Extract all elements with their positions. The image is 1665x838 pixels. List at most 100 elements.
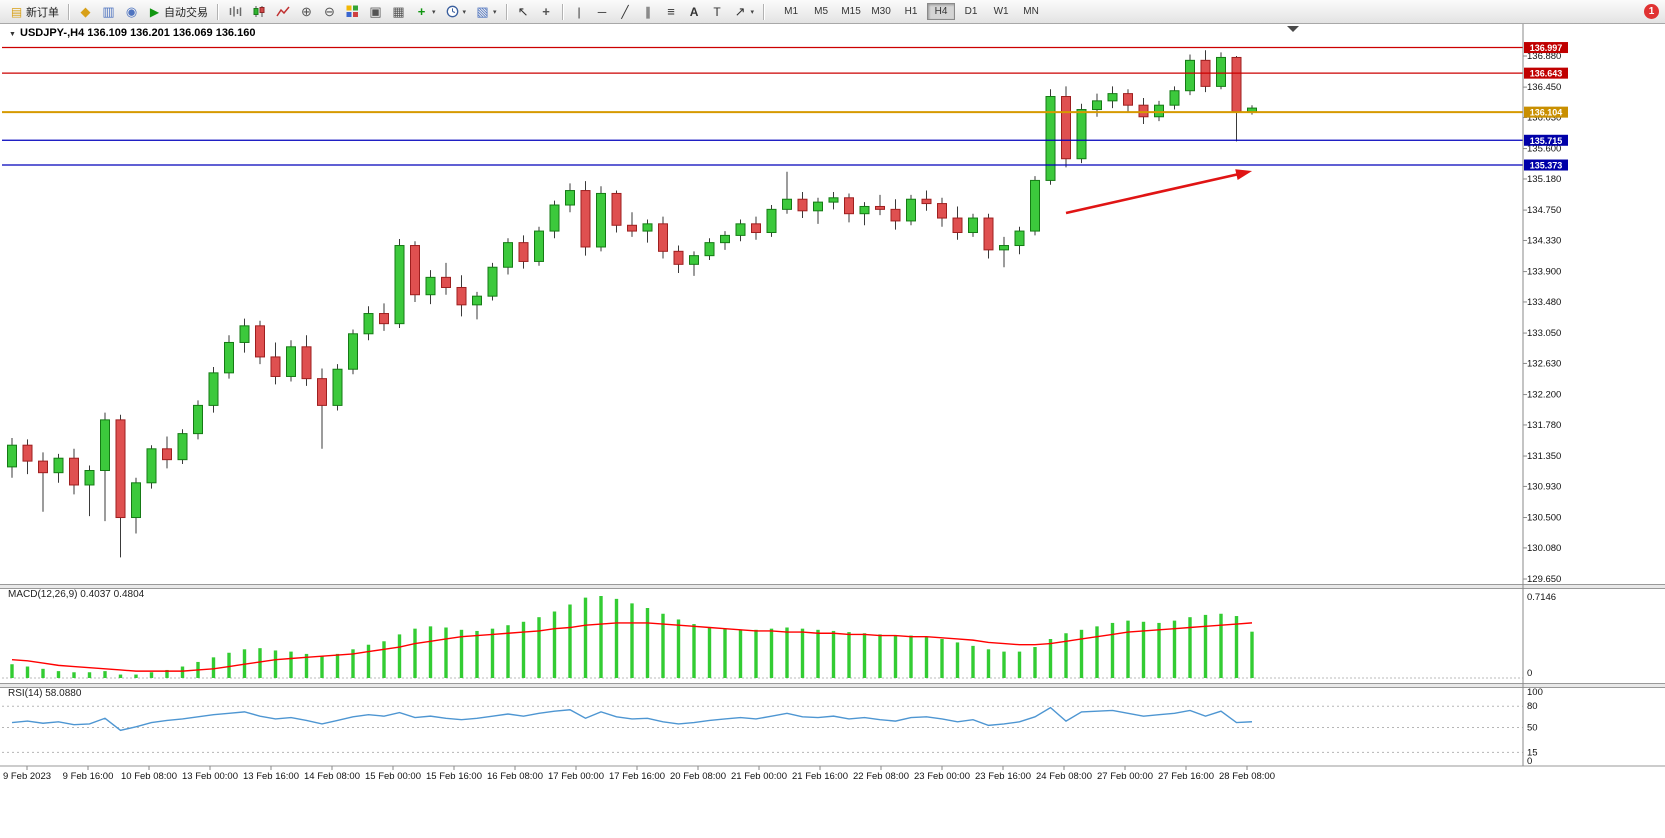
svg-text:136.643: 136.643 <box>1530 69 1563 79</box>
timeframe-m5[interactable]: M5 <box>814 6 829 17</box>
timeframe-d1[interactable]: D1 <box>964 6 978 17</box>
svg-text:100: 100 <box>1527 687 1543 698</box>
chart-menu-icon[interactable]: ▼ <box>9 31 16 38</box>
navigator-button[interactable]: ◉ <box>121 1 142 23</box>
indicators-icon: + <box>417 4 426 19</box>
label-button[interactable]: T <box>707 1 728 23</box>
new-order-button[interactable]: ▤ 新订单 <box>6 1 63 23</box>
candles-layer <box>7 50 1257 558</box>
label-icon: T <box>713 4 721 19</box>
arrange-windows-icon: ▣ <box>369 4 382 19</box>
toolbar-separator <box>505 3 508 20</box>
timeframe-m30[interactable]: M30 <box>871 6 891 17</box>
zoom-out-button[interactable]: ⊖ <box>319 1 340 23</box>
bar-chart-icon <box>229 6 242 17</box>
new-order-label: 新订单 <box>26 6 59 19</box>
svg-text:50: 50 <box>1527 723 1538 734</box>
svg-text:17 Feb 00:00: 17 Feb 00:00 <box>548 771 604 782</box>
chart-shift-marker-icon[interactable] <box>1287 26 1299 32</box>
zoom-in-button[interactable]: ⊕ <box>296 1 317 23</box>
price-axis[interactable]: 136.880 136.450 136.030 135.600 135.180 134.7… <box>1522 24 1561 766</box>
autotrading-button[interactable]: ▶ 自动交易 <box>144 1 212 23</box>
svg-text:135.600: 135.600 <box>1527 144 1561 155</box>
svg-text:133.900: 133.900 <box>1527 267 1561 278</box>
timeframe-w1[interactable]: W1 <box>993 6 1009 17</box>
vertical-line-button[interactable]: | <box>569 1 590 23</box>
market-watch-button[interactable]: ◆ <box>75 1 96 23</box>
chevron-down-icon: ▾ <box>432 8 436 16</box>
svg-text:15 Feb 16:00: 15 Feb 16:00 <box>426 771 482 782</box>
panel-separators[interactable] <box>0 584 1665 767</box>
svg-text:17 Feb 16:00: 17 Feb 16:00 <box>609 771 665 782</box>
svg-text:131.350: 131.350 <box>1527 451 1561 462</box>
svg-text:135.180: 135.180 <box>1527 174 1561 185</box>
arrows-icon: ↗ <box>734 4 746 19</box>
timeframe-m1[interactable]: M1 <box>784 6 799 17</box>
channel-button[interactable]: ∥ <box>638 1 659 23</box>
text-button[interactable]: A <box>684 1 705 23</box>
svg-text:135.715: 135.715 <box>1530 136 1563 146</box>
svg-text:27 Feb 16:00: 27 Feb 16:00 <box>1158 771 1214 782</box>
timeframe-mn[interactable]: MN <box>1023 6 1039 17</box>
chevron-down-icon: ▾ <box>750 8 755 16</box>
tile-windows-button[interactable] <box>342 1 363 23</box>
trendline-button[interactable]: ╱ <box>615 1 636 23</box>
periods-button[interactable]: ▾ <box>442 1 471 23</box>
hline-objects[interactable] <box>2 46 1523 166</box>
crosshair-icon: + <box>542 4 550 19</box>
templates-button[interactable]: ▧ ▾ <box>472 1 501 23</box>
svg-text:9 Feb 16:00: 9 Feb 16:00 <box>63 771 114 782</box>
svg-text:132.200: 132.200 <box>1527 390 1561 401</box>
cursor-icon: ↖ <box>517 4 529 19</box>
svg-text:22 Feb 08:00: 22 Feb 08:00 <box>853 771 909 782</box>
crosshair-button[interactable]: + <box>536 1 557 23</box>
svg-text:16 Feb 08:00: 16 Feb 08:00 <box>487 771 543 782</box>
svg-text:21 Feb 00:00: 21 Feb 00:00 <box>731 771 787 782</box>
timeframe-m15[interactable]: M15 <box>841 6 861 17</box>
chart-title: USDJPY-,H4 136.109 136.201 136.069 136.1… <box>20 27 256 39</box>
svg-text:134.750: 134.750 <box>1527 205 1561 216</box>
timeframe-h1[interactable]: H1 <box>904 6 918 17</box>
svg-text:10 Feb 08:00: 10 Feb 08:00 <box>121 771 177 782</box>
data-window-icon: ▥ <box>102 4 115 19</box>
svg-text:20 Feb 08:00: 20 Feb 08:00 <box>670 771 726 782</box>
svg-text:80: 80 <box>1527 701 1538 712</box>
indicators-button[interactable]: + ▾ <box>411 1 440 23</box>
svg-text:133.050: 133.050 <box>1527 328 1561 339</box>
svg-text:21 Feb 16:00: 21 Feb 16:00 <box>792 771 848 782</box>
chart-line-button[interactable] <box>272 1 294 23</box>
cursor-button[interactable]: ↖ <box>513 1 534 23</box>
arrows-button[interactable]: ↗ ▾ <box>730 1 759 23</box>
svg-text:0: 0 <box>1527 756 1532 767</box>
zoom-in-icon: ⊕ <box>301 4 312 19</box>
svg-text:23 Feb 16:00: 23 Feb 16:00 <box>975 771 1031 782</box>
svg-text:130.080: 130.080 <box>1527 543 1561 554</box>
fibonacci-button[interactable]: ≡ <box>661 1 682 23</box>
timeframe-h4[interactable]: H4 <box>927 3 956 20</box>
arrange-windows-button[interactable]: ▣ <box>365 1 386 23</box>
svg-text:13 Feb 00:00: 13 Feb 00:00 <box>182 771 238 782</box>
chart-candles-button[interactable] <box>248 1 270 23</box>
tile-windows-icon <box>346 5 358 17</box>
channel-icon: ∥ <box>645 4 652 19</box>
time-axis[interactable]: 9 Feb 2023 9 Feb 16:00 10 Feb 08:00 13 Feb … <box>3 766 1275 782</box>
arrow-annotation[interactable] <box>1065 169 1253 215</box>
svg-text:0.7146: 0.7146 <box>1527 592 1556 603</box>
fibonacci-icon: ≡ <box>667 4 675 19</box>
clock-icon <box>446 5 458 18</box>
svg-text:136.880: 136.880 <box>1527 51 1561 62</box>
notification-badge[interactable]: 1 <box>1644 4 1659 19</box>
toolbar-separator <box>68 3 70 20</box>
cascade-windows-button[interactable]: ▦ <box>388 1 409 23</box>
svg-text:24 Feb 08:00: 24 Feb 08:00 <box>1036 771 1092 782</box>
data-window-button[interactable]: ▥ <box>98 1 119 23</box>
toolbar-separator <box>763 3 766 20</box>
horizontal-line-icon: ─ <box>597 4 607 19</box>
chart-bars-button[interactable] <box>224 1 246 23</box>
svg-text:15 Feb 00:00: 15 Feb 00:00 <box>365 771 421 782</box>
svg-text:130.500: 130.500 <box>1527 513 1561 524</box>
horizontal-line-button[interactable]: ─ <box>592 1 613 23</box>
svg-text:133.480: 133.480 <box>1527 297 1561 308</box>
toolbar-separator <box>217 3 219 20</box>
